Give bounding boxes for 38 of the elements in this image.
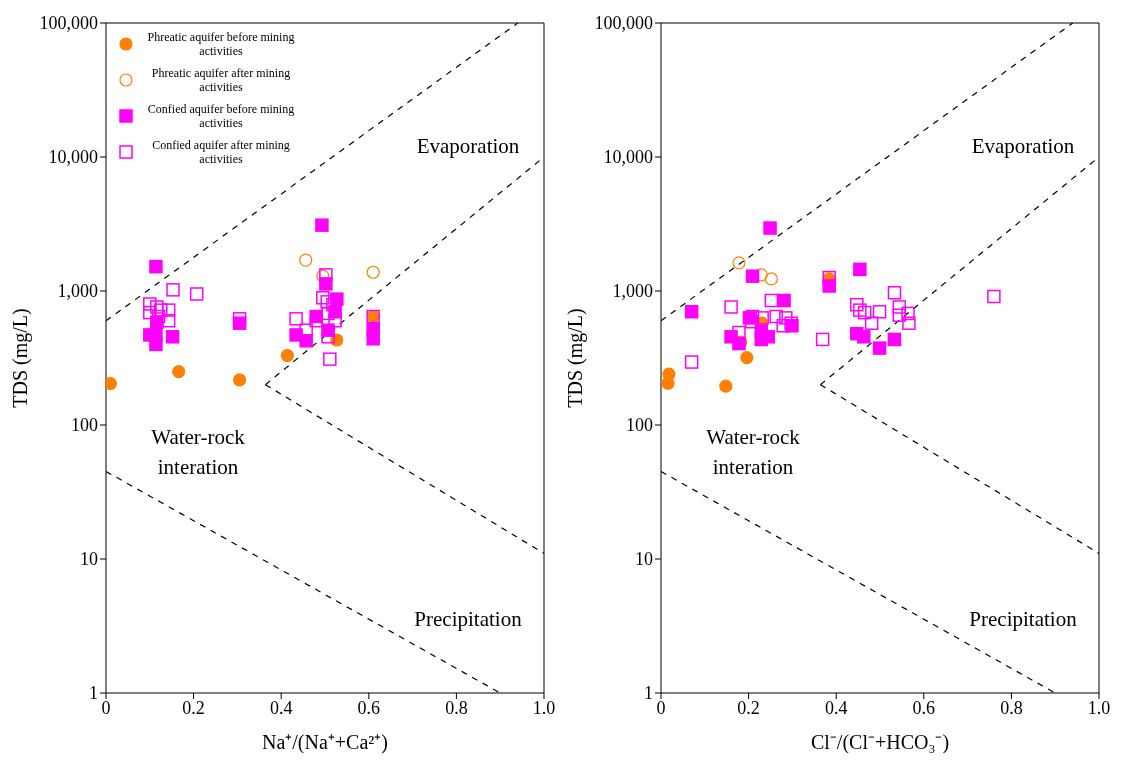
x-tick-label: 0 [656, 697, 666, 718]
y-axis-title: TDS (mg/L) [564, 308, 588, 408]
annotation: Water-rock interation [705, 424, 801, 481]
y-tick-label: 100,000 [39, 13, 98, 34]
x-axis-title: Na⁺/(Na⁺+Ca²⁺) [261, 731, 389, 754]
legend-label: Phreatic aquifer after mining activities [150, 66, 292, 94]
legend-label: Confied aquifer before mining activities [146, 102, 296, 130]
annotation: Precipitation [968, 606, 1078, 633]
x-tick-label: 1.0 [1087, 697, 1111, 718]
y-tick-label: 10 [635, 549, 653, 570]
y-tick-label: 1 [644, 683, 653, 704]
annotation: Water-rock interation [150, 424, 246, 481]
x-tick-label: 0.2 [737, 697, 760, 718]
x-tick-label: 0.8 [1000, 697, 1023, 718]
y-tick-label: 1,000 [57, 281, 98, 302]
x-tick-label: 0 [101, 697, 111, 718]
y-axis-title: TDS (mg/L) [9, 308, 33, 408]
x-tick-label: 0.2 [182, 697, 205, 718]
x-tick-label: 0.6 [912, 697, 936, 718]
annotation: Precipitation [413, 606, 523, 633]
x-axis-title: Cl⁻/(Cl⁻+HCO₃⁻) [810, 731, 950, 754]
legend-label: Phreatic aquifer before mining activities [146, 30, 296, 58]
y-tick-label: 10,000 [48, 147, 98, 168]
x-tick-label: 0.8 [445, 697, 468, 718]
x-tick-label: 0.4 [824, 697, 848, 718]
legend-label: Confied aquifer after mining activities [151, 138, 291, 166]
y-tick-label: 10,000 [603, 147, 653, 168]
y-tick-label: 100 [71, 415, 98, 436]
y-tick-label: 1 [89, 683, 98, 704]
annotation: Evaporation [415, 133, 521, 160]
x-tick-label: 0.4 [269, 697, 293, 718]
y-tick-label: 1,000 [612, 281, 653, 302]
y-tick-label: 100,000 [594, 13, 653, 34]
y-tick-label: 100 [626, 415, 653, 436]
y-tick-label: 10 [80, 549, 98, 570]
x-tick-label: 1.0 [532, 697, 556, 718]
x-tick-label: 0.6 [357, 697, 381, 718]
annotation: Evaporation [970, 133, 1076, 160]
